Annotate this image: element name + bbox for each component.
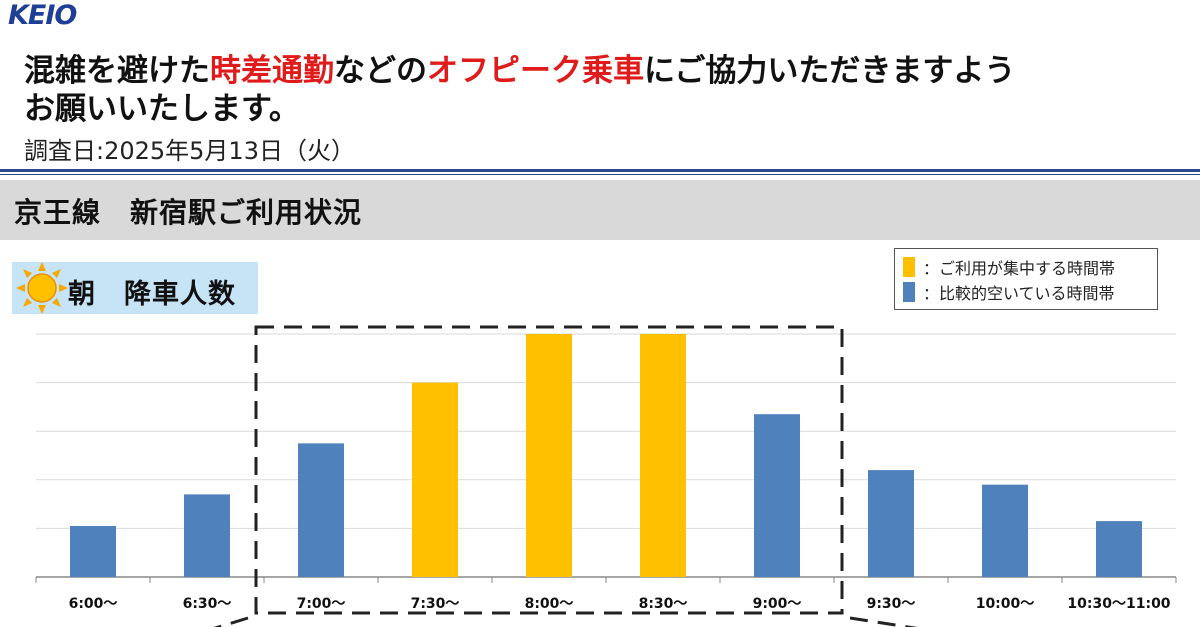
tick-label: 7:00～ (297, 596, 346, 612)
headline-text-2: などの (334, 53, 427, 89)
bar-9:00～ (754, 414, 800, 577)
headline-line-2: お願いいたします。 (24, 91, 300, 127)
legend: ：ご利用が集中する時間帯 ：比較的空いている時間帯 (894, 248, 1158, 310)
tick-label: 6:30～ (183, 596, 232, 612)
bar-8:00～ (526, 334, 572, 577)
headline-emphasis-2: オフピーク乗車 (427, 53, 644, 89)
legend-swatch-busy (903, 257, 915, 277)
bar-6:30～ (184, 494, 230, 577)
bar-7:00～ (298, 443, 344, 577)
section-header (0, 180, 1200, 240)
legend-label-quiet: ：比較的空いている時間帯 (923, 284, 1115, 303)
bar-8:30～ (640, 334, 686, 577)
legend-swatch-quiet (903, 282, 915, 302)
tick-label: 10:00～ (976, 596, 1035, 612)
legend-item-quiet: ：比較的空いている時間帯 (903, 281, 1115, 303)
leader-line-left (213, 616, 249, 627)
headline: 混雑を避けた時差通勤などのオフピーク乗車にご協力いただきますよう お願いいたしま… (24, 52, 1015, 128)
legend-item-busy: ：ご利用が集中する時間帯 (903, 256, 1115, 278)
headline-text-3: にご協力いただきますよう (644, 53, 1016, 89)
divider-thick (0, 169, 1200, 172)
sun-icon (16, 262, 68, 314)
survey-date: 調査日:2025年5月13日（火） (24, 137, 355, 165)
tick-label: 8:00～ (525, 596, 574, 612)
legend-label-busy: ：ご利用が集中する時間帯 (923, 259, 1116, 278)
tick-label: 9:00～ (753, 596, 802, 612)
tick-label: 10:30～11:00 (1067, 596, 1170, 612)
bar-9:30～ (868, 470, 914, 577)
tick-label: 6:00～ (69, 596, 118, 612)
leader-line-right (849, 616, 918, 627)
tick-label: 9:30～ (867, 596, 916, 612)
bar-10:00～ (982, 484, 1028, 577)
badge-label: 朝 降車人数 (68, 279, 236, 310)
tick-label: 8:30～ (639, 596, 688, 612)
bar-6:00～ (70, 525, 116, 577)
bar-10:30～11:00 (1096, 521, 1142, 577)
tick-label: 7:30～ (411, 596, 460, 612)
headline-emphasis-1: 時差通勤 (210, 53, 334, 89)
keio-logo: KEIO (8, 0, 77, 31)
headline-text-1: 混雑を避けた (24, 53, 210, 89)
section-title: 京王線 新宿駅ご利用状況 (14, 196, 363, 229)
bar-7:30～ (412, 382, 458, 577)
peak-highlight-box (254, 325, 844, 615)
divider-thin (0, 174, 1200, 175)
